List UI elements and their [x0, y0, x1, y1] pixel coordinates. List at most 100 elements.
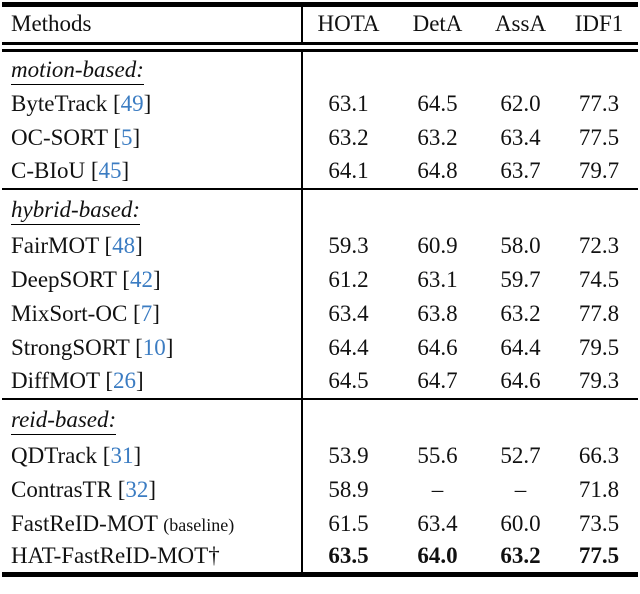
assa-value: –	[514, 476, 527, 502]
citation-bracket: ]	[152, 266, 161, 292]
table-row-mixsortoc: MixSort-OC [7] 63.4 63.8 63.2 77.8	[2, 296, 638, 331]
hota-value: 61.5	[328, 510, 369, 536]
assa-value: 60.0	[500, 510, 541, 536]
assa-value: 64.4	[500, 334, 541, 360]
citation-bracket: ]	[121, 158, 130, 183]
method-name: C-BIoU [	[11, 158, 99, 183]
hota-value: 64.4	[328, 334, 369, 360]
deta-value: 63.4	[417, 510, 458, 536]
table-row-bytetrack: ByteTrack [49] 63.1 64.5 62.0 77.3	[2, 86, 638, 121]
citation-link[interactable]: 10	[142, 334, 166, 360]
deta-value: –	[431, 476, 444, 502]
table-row-contrastr: ContrasTR [32] 58.9 – – 71.8	[2, 472, 638, 507]
citation-bracket: ]	[143, 90, 152, 116]
assa-value: 63.2	[500, 543, 541, 569]
hota-value: 59.3	[328, 232, 369, 258]
hota-value: 63.5	[328, 543, 369, 569]
method-name: ByteTrack [	[11, 90, 121, 116]
idf1-value: 77.8	[578, 300, 620, 326]
hota-value: 63.4	[328, 300, 369, 326]
section-label-motion: motion-based:	[2, 46, 638, 87]
citation-bracket: ]	[132, 124, 141, 150]
idf1-value: 74.5	[578, 266, 620, 292]
assa-value: 63.2	[500, 300, 541, 326]
citation-bracket: ]	[152, 300, 160, 326]
method-name: FairMOT [	[11, 232, 113, 258]
idf1-value: 77.3	[578, 90, 620, 116]
deta-value: 63.8	[417, 300, 458, 326]
results-table: Methods HOTA DetA AssA IDF1 motion-based…	[2, 2, 638, 577]
citation-link[interactable]: 48	[112, 232, 136, 258]
deta-value: 64.0	[417, 543, 458, 569]
method-name: DiffMOT [	[11, 368, 114, 393]
idf1-value: 77.5	[578, 124, 620, 150]
assa-value: 59.7	[500, 266, 541, 292]
section-label-hybrid: hybrid-based:	[2, 187, 638, 229]
hota-value: 61.2	[328, 266, 369, 292]
method-name: OC-SORT [	[11, 124, 122, 150]
col-header-deta: DetA	[394, 4, 481, 52]
section-title: reid-based:	[11, 408, 117, 435]
citation-link[interactable]: 45	[98, 158, 122, 183]
idf1-value: 71.8	[578, 476, 620, 502]
hota-value: 63.2	[328, 124, 369, 150]
citation-link[interactable]: 42	[129, 266, 153, 292]
method-name: MixSort-OC [	[11, 300, 141, 326]
idf1-value: 79.5	[578, 334, 620, 360]
table-row-deepsort: DeepSORT [42] 61.2 63.1 59.7 74.5	[2, 262, 638, 297]
idf1-value: 72.3	[578, 232, 620, 258]
hota-value: 53.9	[328, 442, 369, 468]
deta-value: 63.2	[417, 124, 458, 150]
citation-bracket: ]	[165, 334, 174, 360]
method-name: ContrasTR [	[11, 476, 126, 502]
method-name: StrongSORT [	[11, 334, 143, 360]
table-row-ocsort: OC-SORT [5] 63.2 63.2 63.4 77.5	[2, 120, 638, 155]
idf1-value: 79.7	[578, 158, 620, 183]
hota-value: 63.1	[328, 90, 369, 116]
deta-value: 64.8	[417, 158, 458, 183]
citation-link[interactable]: 32	[125, 476, 149, 502]
citation-link[interactable]: 31	[110, 442, 134, 468]
assa-value: 63.4	[500, 124, 541, 150]
assa-value: 52.7	[500, 442, 541, 468]
deta-value: 55.6	[417, 442, 458, 468]
assa-value: 58.0	[500, 232, 541, 258]
idf1-value: 79.3	[578, 368, 620, 393]
hota-value: 58.9	[328, 476, 369, 502]
col-header-methods: Methods	[2, 4, 303, 52]
citation-bracket: ]	[136, 368, 144, 393]
method-name: HAT-FastReID-MOT†	[11, 543, 220, 569]
baseline-note: (baseline)	[163, 514, 235, 535]
section-label-reid: reid-based:	[2, 397, 638, 439]
method-name: QDTrack [	[11, 442, 111, 468]
citation-link[interactable]: 7	[140, 300, 153, 326]
citation-link[interactable]: 26	[113, 368, 137, 393]
deta-value: 64.6	[417, 334, 458, 360]
table-row-hat-fastreid: HAT-FastReID-MOT† 63.5 64.0 63.2 77.5	[2, 540, 638, 575]
col-header-assa: AssA	[481, 4, 560, 52]
idf1-value: 73.5	[578, 510, 620, 536]
hota-value: 64.1	[328, 158, 369, 183]
citation-link[interactable]: 5	[121, 124, 133, 150]
section-title: hybrid-based:	[11, 198, 141, 225]
assa-value: 62.0	[500, 90, 541, 116]
idf1-value: 66.3	[578, 442, 620, 468]
deta-value: 63.1	[417, 266, 458, 292]
section-title: motion-based:	[11, 58, 144, 85]
table-row-fastreid-baseline: FastReID-MOT (baseline) 61.5 63.4 60.0 7…	[2, 506, 638, 541]
table-row-diffmot: DiffMOT [26] 64.5 64.7 64.6 79.3	[2, 364, 638, 399]
deta-value: 60.9	[417, 232, 458, 258]
deta-value: 64.5	[417, 90, 458, 116]
citation-bracket: ]	[148, 476, 157, 502]
deta-value: 64.7	[417, 368, 458, 393]
hota-value: 64.5	[328, 368, 369, 393]
method-name: FastReID-MOT	[11, 510, 164, 536]
citation-bracket: ]	[135, 232, 143, 258]
table-row-fairmot: FairMOT [48] 59.3 60.9 58.0 72.3	[2, 228, 638, 263]
assa-value: 64.6	[500, 368, 541, 393]
citation-link[interactable]: 49	[120, 90, 144, 116]
citation-bracket: ]	[133, 442, 142, 468]
table-row-strongsort: StrongSORT [10] 64.4 64.6 64.4 79.5	[2, 330, 638, 365]
col-header-hota: HOTA	[302, 4, 394, 52]
